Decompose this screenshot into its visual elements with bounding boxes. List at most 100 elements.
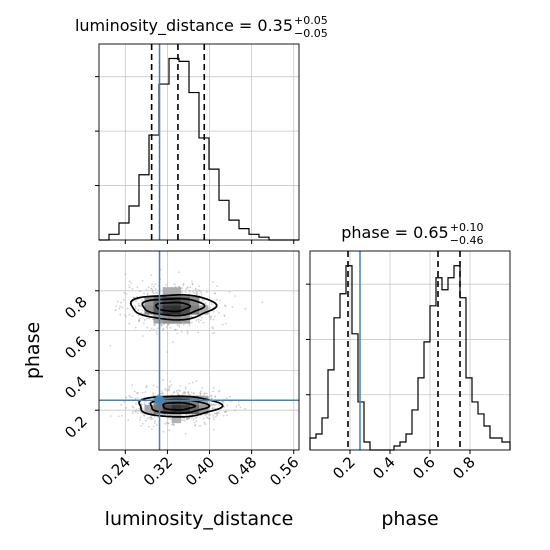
scatter-point: [144, 391, 147, 393]
scatter-point: [191, 280, 193, 283]
scatter-point: [195, 380, 198, 382]
scatter-point: [213, 407, 216, 410]
scatter-point: [186, 332, 189, 335]
xtick-label-luminosity-distance-3: 0.48: [224, 453, 260, 489]
scatter-point: [186, 418, 189, 420]
scatter-point: [204, 302, 207, 305]
scatter-point: [190, 391, 193, 394]
scatter-point: [213, 332, 216, 334]
scatter-point: [231, 306, 234, 308]
scatter-point: [209, 413, 212, 416]
title-value-luminosity-distance: luminosity_distance = 0.35: [75, 16, 293, 36]
scatter-point: [132, 296, 135, 299]
scatter-point: [128, 322, 131, 325]
scatter-point: [153, 323, 155, 326]
scatter-point: [237, 401, 240, 403]
scatter-point: [167, 417, 170, 419]
scatter-point: [169, 326, 172, 329]
scatter-point: [197, 288, 200, 291]
scatter-point: [183, 417, 185, 420]
scatter-point: [145, 385, 148, 387]
scatter-point: [143, 414, 146, 417]
scatter-point: [131, 412, 134, 415]
scatter-point: [155, 386, 158, 388]
scatter-point: [165, 388, 168, 391]
scatter-point: [215, 412, 217, 415]
scatter-point: [155, 291, 157, 294]
panel-background-joint: [99, 251, 299, 450]
scatter-point: [212, 318, 215, 321]
scatter-point: [149, 416, 151, 419]
scatter-point: [228, 290, 231, 293]
scatter-point: [214, 403, 216, 406]
scatter-point: [123, 291, 126, 294]
scatter-point: [171, 341, 174, 344]
ytick-label-phase-3: 0.8: [61, 293, 91, 323]
scatter-point: [208, 402, 211, 405]
scatter-point: [162, 430, 165, 433]
density-cell: [153, 305, 163, 315]
scatter-point: [169, 418, 172, 421]
scatter-point: [132, 296, 135, 299]
scatter-point: [167, 422, 170, 425]
scatter-point: [134, 307, 137, 310]
scatter-point: [152, 392, 155, 395]
scatter-point: [131, 396, 133, 399]
plot-backgrounds: [99, 44, 510, 450]
scatter-point: [234, 409, 237, 412]
scatter-point: [118, 307, 121, 310]
scatter-point: [178, 325, 181, 328]
scatter-point: [157, 416, 159, 418]
scatter-point: [137, 392, 139, 394]
xlabel-phase: phase: [381, 508, 438, 530]
scatter-point: [217, 412, 220, 415]
scatter-point: [148, 317, 151, 320]
scatter-point: [205, 291, 208, 294]
scatter-point: [217, 390, 220, 393]
scatter-point: [214, 395, 217, 398]
scatter-point: [210, 315, 213, 318]
scatter-point: [167, 388, 170, 390]
scatter-point: [135, 300, 137, 303]
scatter-point: [225, 322, 227, 325]
scatter-point: [134, 397, 137, 400]
scatter-point: [224, 305, 227, 308]
scatter-point: [185, 288, 188, 291]
scatter-point: [237, 404, 240, 406]
scatter-point: [210, 395, 213, 398]
xtick-label-phase-3: 0.8: [449, 453, 479, 483]
scatter-point: [176, 391, 179, 394]
density-cell: [162, 305, 173, 315]
scatter-point: [146, 417, 149, 420]
scatter-point: [191, 283, 194, 286]
scatter-point: [150, 327, 153, 330]
scatter-point: [152, 285, 155, 288]
scatter-point: [191, 417, 193, 419]
scatter-point: [161, 390, 163, 392]
scatter-point: [130, 282, 133, 284]
scatter-point: [198, 285, 201, 288]
scatter-point: [132, 315, 134, 317]
scatter-point: [168, 389, 171, 392]
frame-joint: [98, 250, 300, 451]
scatter-point: [161, 392, 164, 395]
scatter-point: [215, 411, 218, 414]
scatter-point: [187, 391, 190, 393]
scatter-point: [192, 419, 195, 421]
scatter-point: [190, 315, 193, 318]
scatter-point: [135, 403, 137, 405]
xtick-label-luminosity-distance-4: 0.56: [266, 453, 302, 489]
scatter-point: [146, 317, 148, 320]
scatter-point: [208, 413, 210, 416]
scatter-point: [132, 406, 135, 409]
scatter-point: [169, 380, 172, 383]
scatter-point: [153, 415, 156, 418]
scatter-point: [234, 295, 237, 297]
scatter-point: [213, 418, 215, 421]
data-marks: [99, 44, 511, 451]
scatter-point: [166, 351, 169, 353]
ylabel-phase: phase: [22, 322, 44, 379]
scatter-point: [192, 392, 195, 395]
scatter-point: [191, 381, 194, 384]
scatter-point: [140, 403, 143, 406]
